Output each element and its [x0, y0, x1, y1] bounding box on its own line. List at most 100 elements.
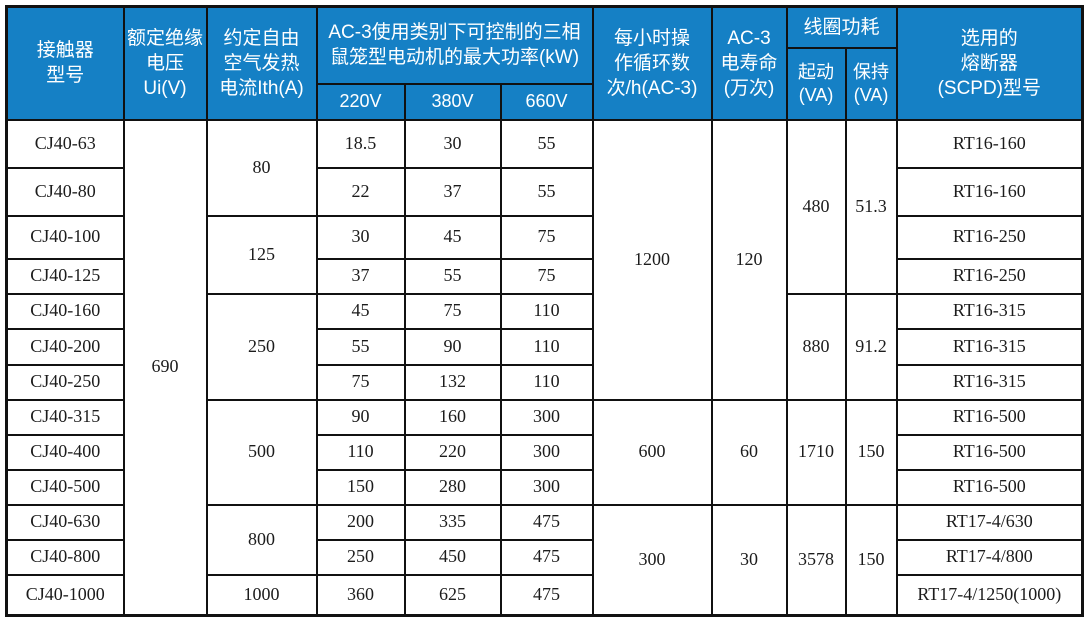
cell-power-220: 22	[315, 166, 406, 217]
cell-power-220: 110	[315, 433, 406, 471]
header-220v: 220V	[315, 82, 406, 121]
cell-model: CJ40-63	[5, 118, 125, 169]
cell-power-220: 200	[315, 503, 406, 541]
cell-power-380: 625	[403, 573, 502, 617]
cell-model: CJ40-80	[5, 166, 125, 217]
cell-thermal-current: 1000	[205, 573, 318, 617]
cell-fuse: RT16-500	[895, 433, 1084, 471]
cell-fuse: RT16-315	[895, 292, 1084, 330]
cell-power-380: 220	[403, 433, 502, 471]
table-row: CJ40-800 250 450 475 RT17-4/800	[5, 538, 1084, 576]
cell-power-220: 45	[315, 292, 406, 330]
cell-coil-hold: 150	[844, 503, 898, 617]
table-row: CJ40-80 22 37 55 RT16-160	[5, 166, 1084, 217]
cell-power-220: 55	[315, 327, 406, 366]
cell-fuse: RT16-500	[895, 468, 1084, 506]
cell-model: CJ40-315	[5, 398, 125, 436]
cell-power-380: 75	[403, 292, 502, 330]
cell-model: CJ40-800	[5, 538, 125, 576]
cell-power-660: 300	[499, 398, 594, 436]
cell-power-660: 110	[499, 327, 594, 366]
header-coil-start: 起动 (VA)	[785, 46, 847, 121]
cell-power-660: 475	[499, 573, 594, 617]
cell-fuse: RT16-500	[895, 398, 1084, 436]
cell-thermal-current: 125	[205, 214, 318, 295]
cell-fuse: RT17-4/1250(1000)	[895, 573, 1084, 617]
cell-power-220: 90	[315, 398, 406, 436]
cell-fuse: RT16-160	[895, 166, 1084, 217]
cell-coil-hold: 91.2	[844, 292, 898, 401]
contactor-spec-table: 接触器 型号 额定绝缘 电压Ui(V) 约定自由 空气发热 电流Ith(A) A…	[5, 5, 1085, 617]
header-coil-hold: 保持 (VA)	[844, 46, 898, 121]
table-row: CJ40-200 55 90 110 RT16-315	[5, 327, 1084, 366]
cell-power-660: 475	[499, 538, 594, 576]
header-rated-insulation-voltage: 额定绝缘 电压Ui(V)	[122, 5, 208, 121]
cell-fuse: RT17-4/630	[895, 503, 1084, 541]
cell-power-220: 150	[315, 468, 406, 506]
cell-power-660: 55	[499, 166, 594, 217]
cell-power-660: 475	[499, 503, 594, 541]
table-body: CJ40-63 690 80 18.5 30 55 1200 120 480 51.3 RT16-1…	[5, 118, 1084, 617]
cell-power-660: 300	[499, 433, 594, 471]
cell-power-660: 55	[499, 118, 594, 169]
cell-model: CJ40-160	[5, 292, 125, 330]
cell-coil-start: 1710	[785, 398, 847, 506]
header-ops-per-hour: 每小时操 作循环数 次/h(AC-3)	[591, 5, 713, 121]
cell-power-220: 30	[315, 214, 406, 260]
cell-power-380: 280	[403, 468, 502, 506]
cell-power-380: 37	[403, 166, 502, 217]
header-row-2: 起动 (VA) 保持 (VA)	[7, 46, 1083, 121]
cell-electrical-life: 30	[710, 503, 788, 617]
cell-thermal-current: 800	[205, 503, 318, 576]
cell-fuse: RT17-4/800	[895, 538, 1084, 576]
header-fuse: 选用的 熔断器 (SCPD)型号	[895, 5, 1084, 121]
cell-ops-per-hour: 600	[591, 398, 713, 506]
cell-power-380: 335	[403, 503, 502, 541]
cell-power-220: 250	[315, 538, 406, 576]
header-660v: 660V	[499, 82, 594, 121]
cell-thermal-current: 500	[205, 398, 318, 506]
table-row: CJ40-630 800 200 335 475 300 30 3578 150 RT17-4/6…	[5, 503, 1084, 617]
cell-model: CJ40-100	[5, 214, 125, 260]
table-row: CJ40-500 150 280 300 RT16-500	[5, 468, 1084, 506]
cell-power-220: 360	[315, 573, 406, 617]
table-row: CJ40-63 690 80 18.5 30 55 1200 120 480 51.3 RT16-1…	[5, 118, 1084, 617]
cell-model: CJ40-200	[5, 327, 125, 366]
cell-power-660: 300	[499, 468, 594, 506]
header-ac3-power-group: AC-3使用类别下可控制的三相 鼠笼型电动机的最大功率(kW)	[315, 5, 594, 85]
cell-electrical-life: 60	[710, 398, 788, 506]
cell-power-380: 132	[403, 363, 502, 401]
header-contactor-model: 接触器 型号	[5, 5, 125, 121]
cell-power-660: 110	[499, 292, 594, 330]
cell-coil-start: 880	[785, 292, 847, 401]
header-row-3: 220V 380V 660V	[7, 82, 1083, 121]
cell-power-220: 18.5	[315, 118, 406, 169]
cell-power-380: 450	[403, 538, 502, 576]
cell-model: CJ40-630	[5, 503, 125, 541]
cell-fuse: RT16-160	[895, 118, 1084, 169]
cell-fuse: RT16-315	[895, 363, 1084, 401]
cell-coil-hold: 51.3	[844, 118, 898, 295]
table-row: CJ40-1000 1000 360 625 475 RT17-4/1250(1000)	[5, 573, 1084, 617]
cell-power-660: 75	[499, 214, 594, 260]
cell-power-380: 90	[403, 327, 502, 366]
cell-model: CJ40-400	[5, 433, 125, 471]
cell-fuse: RT16-250	[895, 214, 1084, 260]
cell-ops-per-hour: 1200	[591, 118, 713, 401]
table-row: CJ40-315 500 90 160 300 600 60 1710 150 RT16-500	[5, 398, 1084, 506]
cell-fuse: RT16-315	[895, 327, 1084, 366]
cell-thermal-current: 80	[205, 118, 318, 217]
cell-thermal-current: 250	[205, 292, 318, 401]
table-header: 接触器 型号 额定绝缘 电压Ui(V) 约定自由 空气发热 电流Ith(A) A…	[5, 5, 1084, 121]
table-row: CJ40-125 37 55 75 RT16-250	[5, 257, 1084, 295]
cell-fuse: RT16-250	[895, 257, 1084, 295]
cell-rated-voltage: 690	[122, 118, 208, 617]
header-row-1: 接触器 型号 额定绝缘 电压Ui(V) 约定自由 空气发热 电流Ith(A) A…	[5, 5, 1084, 121]
cell-model: CJ40-500	[5, 468, 125, 506]
cell-model: CJ40-1000	[5, 573, 125, 617]
cell-power-380: 45	[403, 214, 502, 260]
cell-coil-start: 3578	[785, 503, 847, 617]
table-row: CJ40-400 110 220 300 RT16-500	[5, 433, 1084, 471]
cell-coil-start: 480	[785, 118, 847, 295]
